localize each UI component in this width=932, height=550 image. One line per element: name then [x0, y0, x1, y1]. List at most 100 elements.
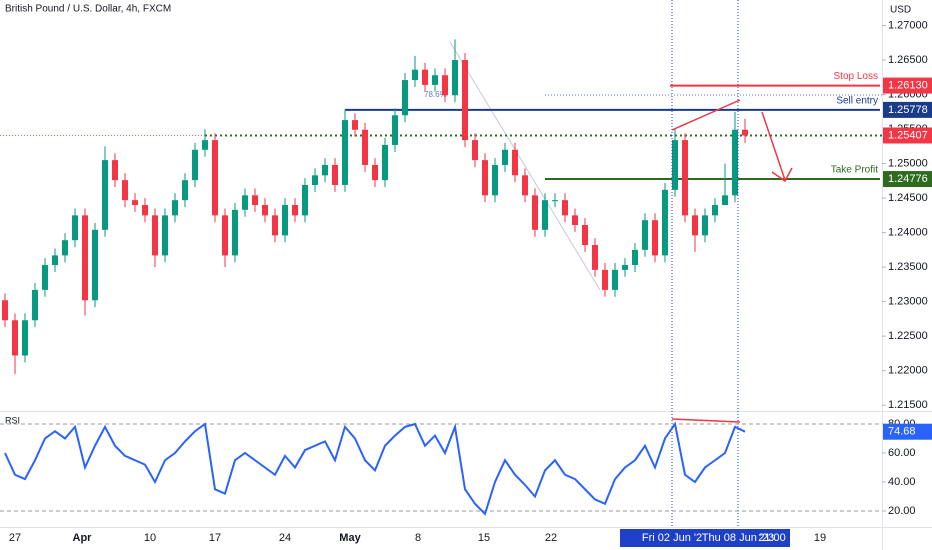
y-tick-label: 1.24500: [888, 192, 928, 204]
candle-body: [732, 129, 738, 196]
candle-body: [252, 195, 258, 205]
candle-body: [32, 289, 38, 321]
candle-body: [42, 265, 48, 290]
candle-body: [332, 164, 338, 185]
y-tick-label: 1.22500: [888, 330, 928, 342]
candle-body: [442, 75, 448, 96]
candle-body: [262, 205, 268, 216]
last-label-box: [883, 423, 932, 440]
currency: USD: [890, 5, 911, 16]
rsi-divergence: [671, 418, 741, 423]
candle-body: [22, 320, 28, 356]
candle-body: [392, 115, 398, 145]
candle-body: [382, 144, 388, 181]
candle-body: [242, 195, 248, 210]
candle-body: [272, 215, 278, 236]
chart-title: British Pound / U.S. Dollar, 4h, FXCM: [5, 4, 171, 15]
candle-body: [592, 245, 598, 270]
candle-body: [652, 220, 658, 256]
candle-body: [632, 249, 638, 266]
candle-body: [422, 69, 428, 85]
y-tick-label: 20.00: [888, 505, 916, 517]
y-tick-label: 1.26500: [888, 54, 928, 66]
crosshair-label: Thu 08 Jun '23: [702, 532, 774, 544]
x-tick-label: May: [339, 532, 361, 544]
candle-body: [522, 175, 528, 196]
y-tick-label: 40.00: [888, 476, 916, 488]
candle-body: [92, 229, 98, 301]
crosshair-label-box: [620, 529, 790, 547]
candle-body: [102, 160, 108, 230]
candle-body: [712, 205, 718, 216]
last-label: 74.68: [888, 426, 916, 438]
candle-body: [232, 209, 238, 256]
candle-body: [112, 160, 118, 181]
x-tick-label: 8: [415, 532, 421, 544]
candle-body: [82, 215, 88, 301]
candle-body: [452, 60, 458, 96]
candle-body: [222, 215, 228, 256]
y-tick-label: 1.25000: [888, 157, 928, 169]
candle-body: [502, 149, 508, 165]
arrow-head: [771, 167, 793, 183]
candle-body: [52, 255, 58, 266]
x-tick-label: 19: [814, 532, 826, 544]
candle-body: [482, 160, 488, 196]
y-tick-label: 1.23500: [888, 261, 928, 273]
crosshair-label: 21:00: [758, 532, 786, 544]
candle-body: [282, 205, 288, 236]
candle-body: [162, 215, 168, 256]
candle-body: [372, 164, 378, 181]
level-label: 1.25778: [888, 104, 928, 116]
candle-body: [362, 129, 368, 165]
candle-body: [562, 200, 568, 216]
candle-body: [512, 149, 518, 176]
candle-body: [492, 164, 498, 196]
rsi-line: [4, 421, 746, 516]
candle-body: [342, 120, 348, 185]
crosshair-label: Fri 02 Jun '2: [642, 532, 702, 544]
candle-body: [672, 140, 678, 190]
level-label-box: [883, 77, 932, 94]
level-label: 1.24776: [888, 173, 928, 185]
candle-body: [212, 140, 218, 216]
candle-body: [62, 240, 68, 256]
candle-body: [152, 215, 158, 256]
candle-body: [312, 175, 318, 185]
y-tick-label: 1.27000: [888, 19, 928, 31]
y-tick-label: 1.22000: [888, 365, 928, 377]
rsi-title: RSI: [5, 415, 20, 425]
candle-body: [2, 300, 8, 321]
candle-body: [462, 60, 468, 141]
candle-body: [692, 215, 698, 236]
level-name: Sell entry: [836, 96, 878, 107]
candle-body: [182, 180, 188, 201]
candle-body: [72, 215, 78, 241]
level-name: Stop Loss: [834, 71, 878, 82]
candle-body: [202, 140, 208, 150]
candle-body: [12, 320, 18, 356]
candle-body: [302, 184, 308, 216]
arrow: [761, 111, 786, 181]
level-label-box: [883, 101, 932, 118]
candle-body: [142, 205, 148, 216]
level-label-box: [883, 171, 932, 188]
y-tick-label: 1.23000: [888, 296, 928, 308]
candle-body: [602, 269, 608, 290]
y-tick-label: 1.21500: [888, 399, 928, 411]
candle-body: [402, 80, 408, 116]
candle-body: [642, 220, 648, 250]
last-label: 1.25407: [888, 129, 928, 141]
x-tick-label: 24: [279, 532, 291, 544]
x-tick-label: 22: [545, 532, 557, 544]
candle-body: [742, 129, 748, 136]
candle-body: [292, 205, 298, 216]
x-tick-label: 17: [209, 532, 221, 544]
candle-body: [322, 164, 328, 176]
candle-body: [612, 269, 618, 290]
last-label-box: [883, 127, 932, 144]
level-name: Take Profit: [831, 165, 878, 176]
x-tick-label: 27: [9, 532, 21, 544]
candle-body: [532, 195, 538, 230]
candle-body: [552, 200, 558, 202]
